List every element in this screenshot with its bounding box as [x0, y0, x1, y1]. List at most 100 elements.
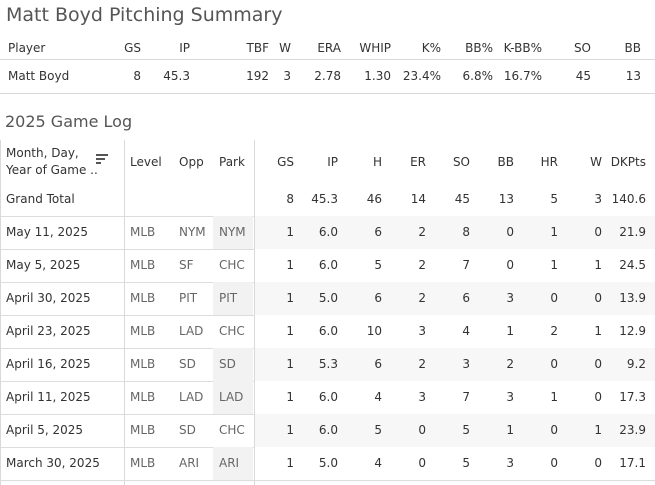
- row-w: 1: [594, 423, 602, 437]
- summary-bb-pct: 6.8%: [462, 69, 494, 83]
- row-park: ARI: [219, 456, 240, 470]
- header-dkpts[interactable]: DKPts: [610, 155, 646, 169]
- park-highlight: [213, 381, 253, 414]
- row-ip: 5.0: [318, 456, 338, 470]
- table-row[interactable]: April 23, 2025 MLB LAD CHC 1 6.0 10 3 4 1 2 1 12.9: [0, 315, 655, 348]
- row-ip: 6.0: [318, 423, 338, 437]
- row-measure-background: [255, 447, 655, 480]
- summary-header-so[interactable]: SO: [573, 41, 591, 55]
- row-park: CHC: [219, 423, 245, 437]
- row-measure-background: [255, 348, 655, 381]
- summary-header-bb-pct[interactable]: BB%: [465, 41, 493, 55]
- row-date: April 23, 2025: [6, 324, 91, 338]
- summary-header-player[interactable]: Player: [8, 41, 46, 55]
- row-dkpts: 13.9: [619, 291, 646, 305]
- row-h: 4: [374, 456, 382, 470]
- summary-header-whip[interactable]: WHIP: [359, 41, 391, 55]
- row-w: 0: [594, 390, 602, 404]
- row-gs: 1: [286, 456, 294, 470]
- grand-total-dkpts: 140.6: [611, 192, 646, 206]
- row-opp: SF: [179, 258, 194, 272]
- header-park[interactable]: Park: [219, 155, 245, 169]
- header-er[interactable]: ER: [410, 155, 426, 169]
- row-so: 5: [462, 423, 470, 437]
- row-h: 6: [374, 291, 382, 305]
- summary-header-tbf[interactable]: TBF: [246, 41, 269, 55]
- row-gs: 1: [286, 357, 294, 371]
- table-row[interactable]: May 11, 2025 MLB NYM NYM 1 6.0 6 2 8 0 1 0 21.9: [0, 216, 655, 249]
- row-date: April 30, 2025: [6, 291, 91, 305]
- row-er: 3: [418, 390, 426, 404]
- header-gs[interactable]: GS: [277, 155, 294, 169]
- grand-total-w: 3: [594, 192, 602, 206]
- row-ip: 6.0: [318, 390, 338, 404]
- row-w: 1: [594, 324, 602, 338]
- row-date: May 11, 2025: [6, 225, 89, 239]
- table-row[interactable]: April 16, 2025 MLB SD SD 1 5.3 6 2 3 2 0 0 9.2: [0, 348, 655, 381]
- summary-gs: 8: [133, 69, 141, 83]
- game-log-left-border: [0, 140, 1, 485]
- game-log-dim-divider: [124, 140, 125, 485]
- row-level: MLB: [130, 456, 156, 470]
- row-opp: LAD: [179, 390, 204, 404]
- row-dkpts: 12.9: [619, 324, 646, 338]
- summary-k-bb-pct: 16.7%: [503, 69, 542, 83]
- summary-player-name: Matt Boyd: [8, 69, 70, 83]
- header-date-line1[interactable]: Month, Day,: [6, 146, 79, 160]
- header-date-line2[interactable]: Year of Game ..: [6, 163, 98, 177]
- row-date: March 30, 2025: [6, 456, 100, 470]
- row-so: 8: [462, 225, 470, 239]
- row-h: 10: [366, 324, 382, 338]
- summary-header-ip[interactable]: IP: [179, 41, 190, 55]
- grand-total-gs: 8: [286, 192, 294, 206]
- game-log-table: Month, Day, Year of Game .. Level Opp Pa…: [0, 140, 655, 485]
- grand-total-row[interactable]: Grand Total 8 45.3 46 14 45 13 5 3 140.6: [0, 183, 655, 216]
- game-log-title: 2025 Game Log: [5, 112, 133, 131]
- summary-header-w[interactable]: W: [279, 41, 291, 55]
- row-bb: 1: [506, 423, 514, 437]
- summary-table: Player GS IP TBF W ERA WHIP K% BB% K-BB%…: [0, 32, 655, 94]
- header-w[interactable]: W: [590, 155, 602, 169]
- row-hr: 1: [550, 258, 558, 272]
- header-hr[interactable]: HR: [540, 155, 558, 169]
- row-dkpts: 9.2: [626, 357, 646, 371]
- row-park: LAD: [219, 390, 244, 404]
- row-h: 6: [374, 357, 382, 371]
- row-dkpts: 17.1: [619, 456, 646, 470]
- sort-descending-icon[interactable]: [96, 154, 108, 166]
- summary-w: 3: [283, 69, 291, 83]
- row-h: 5: [374, 258, 382, 272]
- header-h[interactable]: H: [372, 155, 382, 169]
- header-ip[interactable]: IP: [327, 155, 338, 169]
- summary-header-k-pct[interactable]: K%: [421, 41, 441, 55]
- grand-total-so: 45: [454, 192, 470, 206]
- table-row[interactable]: March 30, 2025 MLB ARI ARI 1 5.0 4 0 5 3 0 0 17.1: [0, 447, 655, 480]
- row-w: 1: [594, 258, 602, 272]
- row-bb: 0: [506, 225, 514, 239]
- row-gs: 1: [286, 390, 294, 404]
- summary-header-k-bb-pct[interactable]: K-BB%: [503, 41, 542, 55]
- header-bb[interactable]: BB: [497, 155, 514, 169]
- row-dkpts: 21.9: [619, 225, 646, 239]
- summary-header-era[interactable]: ERA: [317, 41, 341, 55]
- row-date: May 5, 2025: [6, 258, 81, 272]
- summary-header-bb[interactable]: BB: [624, 41, 641, 55]
- row-w: 0: [594, 357, 602, 371]
- row-er: 3: [418, 324, 426, 338]
- row-date: April 16, 2025: [6, 357, 91, 371]
- park-highlight: [213, 348, 253, 381]
- header-so[interactable]: SO: [452, 155, 470, 169]
- page-title: Matt Boyd Pitching Summary: [6, 4, 283, 26]
- grand-total-bb: 13: [498, 192, 514, 206]
- row-hr: 0: [550, 291, 558, 305]
- table-row[interactable]: April 11, 2025 MLB LAD LAD 1 6.0 4 3 7 3 1 0 17.3: [0, 381, 655, 414]
- table-row[interactable]: May 5, 2025 MLB SF CHC 1 6.0 5 2 7 0 1 1 24.5: [0, 249, 655, 282]
- grand-total-er: 14: [410, 192, 426, 206]
- row-opp: NYM: [179, 225, 206, 239]
- header-opp[interactable]: Opp: [179, 155, 204, 169]
- header-level[interactable]: Level: [130, 155, 162, 169]
- table-row[interactable]: April 5, 2025 MLB SD CHC 1 6.0 5 0 5 1 0 1 23.9: [0, 414, 655, 447]
- row-gs: 1: [286, 258, 294, 272]
- table-row[interactable]: April 30, 2025 MLB PIT PIT 1 5.0 6 2 6 3 0 0 13.9: [0, 282, 655, 315]
- summary-header-gs[interactable]: GS: [124, 41, 141, 55]
